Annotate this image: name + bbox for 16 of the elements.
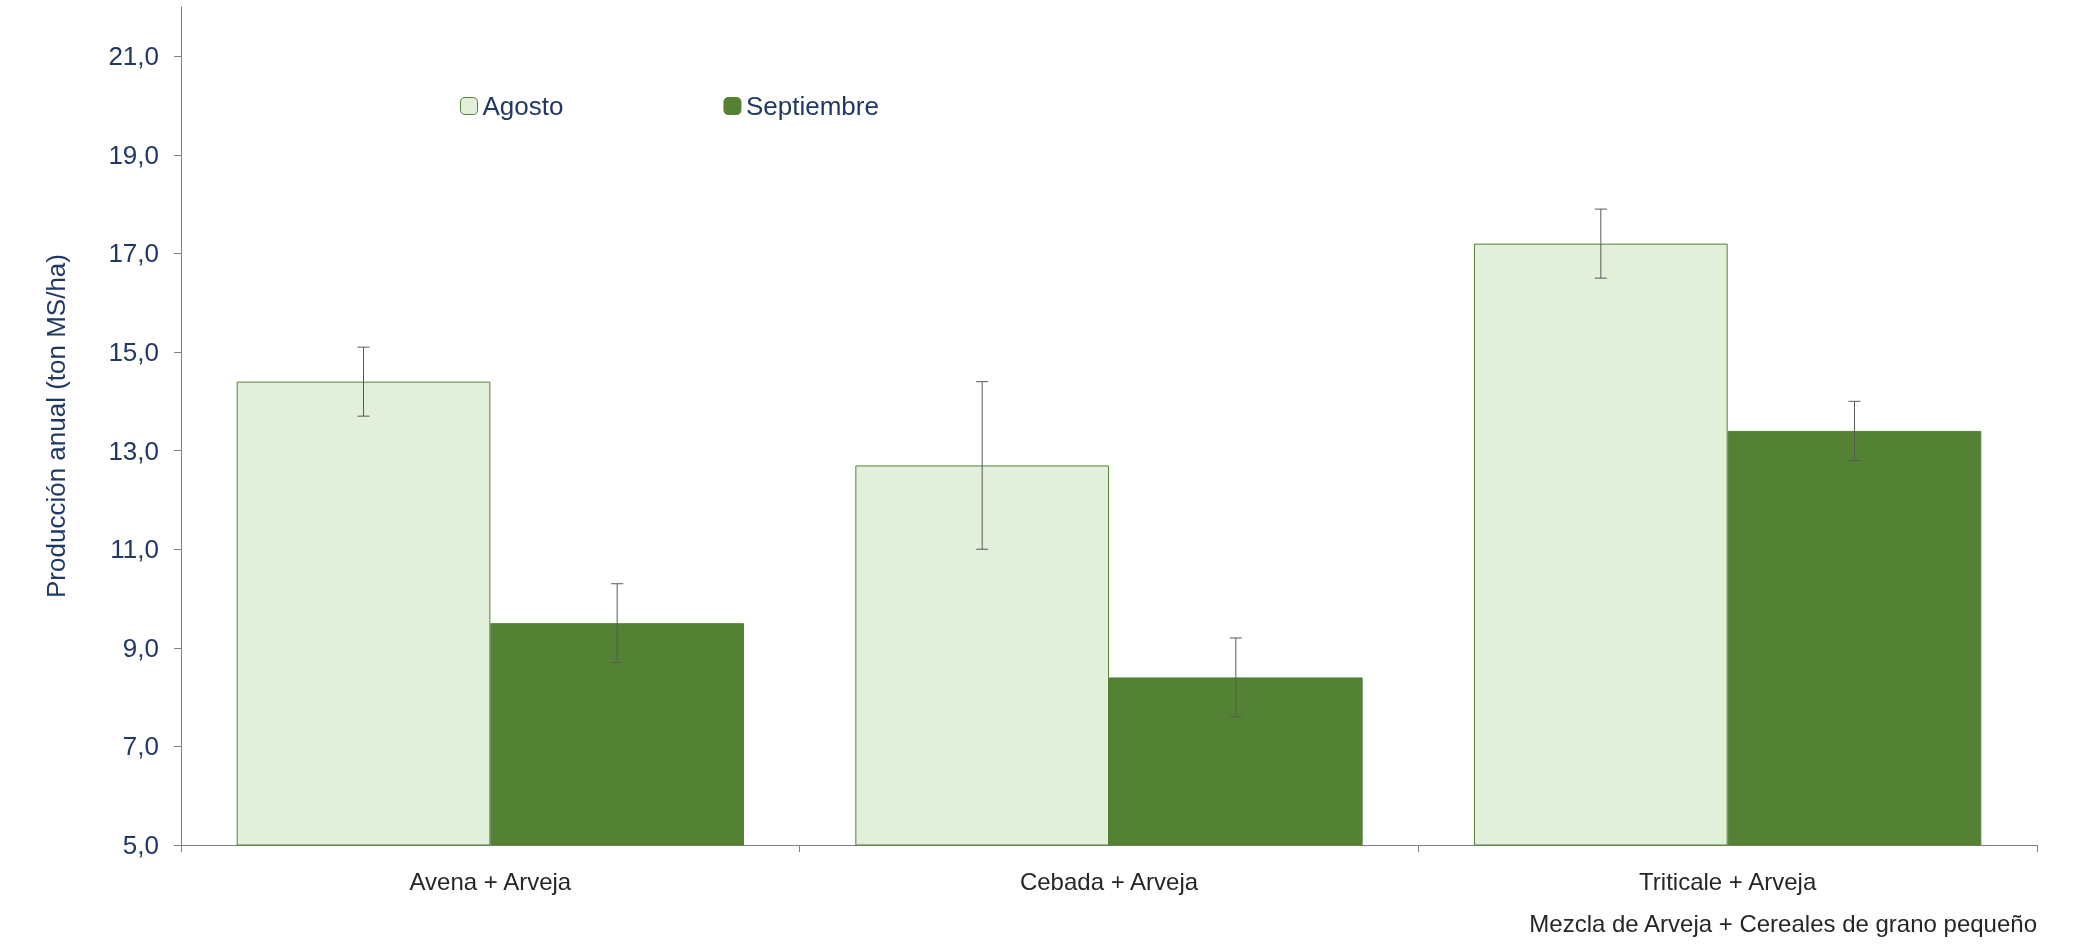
x-tick-label: Triticale + Arveja [1639,867,1817,895]
y-tick-label: 15,0 [108,337,159,368]
y-tick-label: 5,0 [122,830,159,860]
x-tick-label: Cebada + Arveja [1019,867,1199,895]
legend-label: Agosto [482,91,564,121]
x-axis-title: Mezcla de Arveja + Cereales de grano pequeño [1529,909,2037,937]
x-tick-label: Avena + Arveja [409,867,572,895]
y-tick-label: 11,0 [110,534,159,565]
y-tick-label: 7,0 [122,731,159,762]
y-axis-title: Producción anual (ton MS/ha) [41,254,71,598]
y-tick-label: 13,0 [108,435,159,466]
y-tick-label: 21,0 [108,41,159,72]
legend-label: Septiembre [745,91,879,121]
y-tick-label: 17,0 [108,238,159,269]
y-tick-label: 19,0 [108,139,159,170]
y-tick-label: 9,0 [122,632,159,663]
